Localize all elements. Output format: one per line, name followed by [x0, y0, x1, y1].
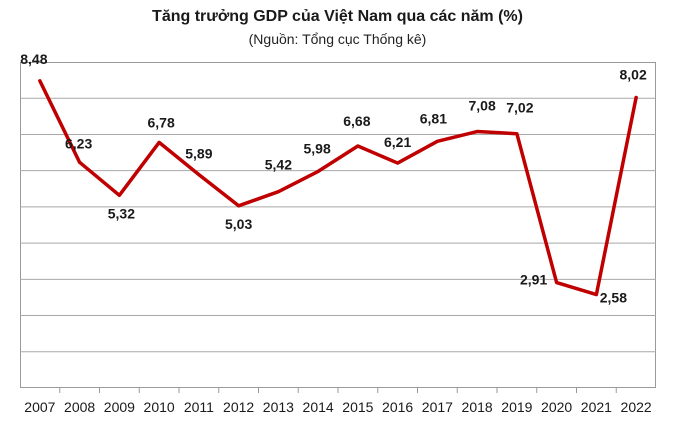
data-point [634, 95, 638, 99]
chart-subtitle: (Nguồn: Tổng cục Thống kê) [248, 31, 427, 47]
x-tick-label: 2008 [64, 399, 95, 415]
x-tick-label: 2019 [501, 399, 532, 415]
data-point [396, 161, 400, 165]
x-tick-label: 2017 [422, 399, 453, 415]
data-point [515, 132, 519, 136]
data-label: 5,42 [265, 157, 292, 173]
data-label: 5,03 [225, 216, 252, 232]
data-series [38, 79, 638, 297]
x-axis-ticks: 2007 2008 2009 2010 2011 2012 2013 2014 2015 2016… [24, 399, 652, 415]
data-point [594, 293, 598, 297]
data-label: 8,48 [20, 51, 47, 67]
x-tick-label: 2014 [303, 399, 334, 415]
data-point [356, 144, 360, 148]
plot-frame [20, 62, 656, 388]
data-label: 6,21 [384, 134, 411, 150]
data-label: 2,91 [520, 272, 547, 288]
x-tick-label: 2007 [24, 399, 55, 415]
data-label: 6,23 [65, 135, 92, 151]
x-tick-label: 2018 [462, 399, 493, 415]
data-label: 5,32 [108, 205, 135, 221]
data-label: 5,98 [304, 140, 331, 156]
x-tick-label: 2020 [541, 399, 572, 415]
gridlines [20, 97, 656, 393]
x-tick-label: 2021 [581, 399, 612, 415]
data-label: 7,02 [506, 100, 533, 116]
data-point [157, 140, 161, 144]
data-label: 5,89 [185, 146, 212, 162]
data-label: 7,08 [469, 98, 496, 114]
data-label: 2,58 [600, 290, 627, 306]
data-point [237, 204, 241, 208]
data-point [117, 193, 121, 197]
chart-title: Tăng trưởng GDP của Việt Nam qua các năm… [152, 8, 523, 25]
x-tick-label: 2015 [342, 399, 373, 415]
x-tick-label: 2010 [144, 399, 175, 415]
data-point [78, 160, 82, 164]
x-tick-label: 2011 [184, 399, 214, 415]
data-label: 6,68 [343, 113, 370, 129]
series-line [38, 79, 638, 297]
x-tick-label: 2016 [382, 399, 413, 415]
x-tick-label: 2012 [223, 399, 254, 415]
data-point [316, 169, 320, 173]
data-point [197, 173, 201, 177]
data-point [475, 130, 479, 134]
data-label: 6,78 [148, 114, 175, 130]
x-tick-label: 2013 [263, 399, 294, 415]
data-point [435, 139, 439, 143]
data-point [555, 281, 559, 285]
data-label: 8,02 [620, 66, 647, 82]
x-tick-label: 2022 [621, 399, 652, 415]
x-tick-label: 2009 [104, 399, 135, 415]
data-point [276, 190, 280, 194]
data-label: 6,81 [420, 110, 447, 126]
data-point [38, 79, 42, 83]
data-labels: 8,48 6,23 5,32 6,78 5,89 5,03 5,42 5,98 6,68 6,21… [20, 51, 647, 306]
